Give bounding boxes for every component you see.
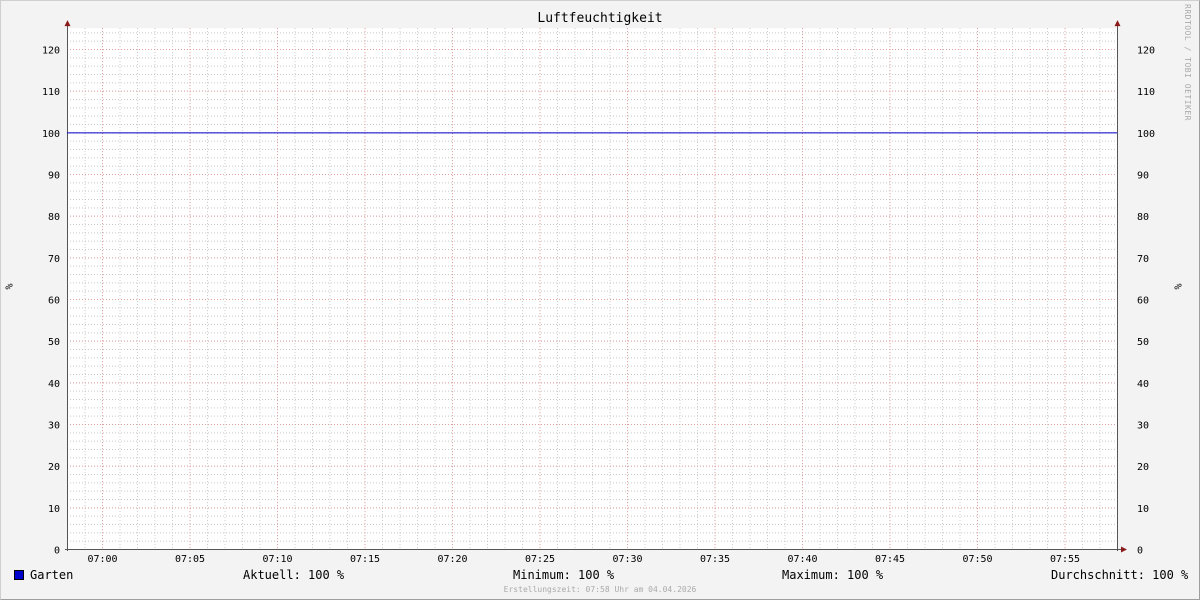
chart-title: Luftfeuchtigkeit xyxy=(537,11,663,26)
y-tick-label-right: 100 xyxy=(1137,129,1155,140)
y-tick-label-right: 10 xyxy=(1137,504,1149,515)
y-tick-label-left: 30 xyxy=(48,421,60,432)
y-tick-label-left: 90 xyxy=(48,171,60,182)
legend-aktuell: Aktuell: 100 % xyxy=(243,568,345,582)
y-tick-label-right: 0 xyxy=(1137,546,1143,557)
y-tick-label-right: 90 xyxy=(1137,171,1149,182)
y-tick-label-left: 110 xyxy=(42,87,60,98)
y-tick-label-right: 60 xyxy=(1137,296,1149,307)
x-tick-label: 07:10 xyxy=(262,554,292,565)
y-axis-arrow-left xyxy=(64,20,71,27)
x-tick-label: 07:00 xyxy=(87,554,117,565)
y-tick-label-left: 10 xyxy=(48,504,60,515)
x-tick-label: 07:25 xyxy=(525,554,555,565)
legend-durchschnitt: Durchschnitt: 100 % xyxy=(1051,568,1189,582)
legend-swatch-garten xyxy=(14,570,24,580)
y-tick-label-right: 40 xyxy=(1137,379,1149,390)
x-tick-label: 07:50 xyxy=(962,554,992,565)
x-tick-label: 07:30 xyxy=(612,554,642,565)
x-tick-label: 07:15 xyxy=(350,554,380,565)
y-tick-label-left: 40 xyxy=(48,379,60,390)
x-tick-label: 07:55 xyxy=(1050,554,1080,565)
legend-series-name: Garten xyxy=(30,568,74,582)
y-tick-label-left: 120 xyxy=(42,46,60,57)
y-tick-label-left: 70 xyxy=(48,254,60,265)
y-tick-label-right: 70 xyxy=(1137,254,1149,265)
y-tick-label-left: 50 xyxy=(48,337,60,348)
x-tick-label: 07:05 xyxy=(175,554,205,565)
x-tick-label: 07:35 xyxy=(700,554,730,565)
y-axis-arrow-right xyxy=(1114,20,1121,27)
y-tick-label-right: 30 xyxy=(1137,421,1149,432)
x-tick-label: 07:40 xyxy=(787,554,817,565)
y-tick-label-right: 110 xyxy=(1137,87,1155,98)
x-axis-arrow xyxy=(1121,546,1127,553)
y-tick-label-right: 120 xyxy=(1137,46,1155,57)
y-tick-label-right: 80 xyxy=(1137,212,1149,223)
y-tick-label-left: 60 xyxy=(48,296,60,307)
footer-timestamp: Erstellungszeit: 07:58 Uhr am 04.04.2026 xyxy=(503,585,697,594)
legend-maximum: Maximum: 100 % xyxy=(782,568,884,582)
y-tick-label-right: 50 xyxy=(1137,337,1149,348)
y-tick-label-right: 20 xyxy=(1137,462,1149,473)
watermark: RRDTOOL / TOBI OETIKER xyxy=(1183,4,1192,121)
plot-background xyxy=(67,28,1117,549)
legend-minimum: Minimum: 100 % xyxy=(513,568,615,582)
y-tick-label-left: 100 xyxy=(42,129,60,140)
y-tick-label-left: 0 xyxy=(54,546,60,557)
y-tick-label-left: 80 xyxy=(48,212,60,223)
y-tick-label-left: 20 xyxy=(48,462,60,473)
x-tick-label: 07:20 xyxy=(437,554,467,565)
x-tick-label: 07:45 xyxy=(875,554,905,565)
